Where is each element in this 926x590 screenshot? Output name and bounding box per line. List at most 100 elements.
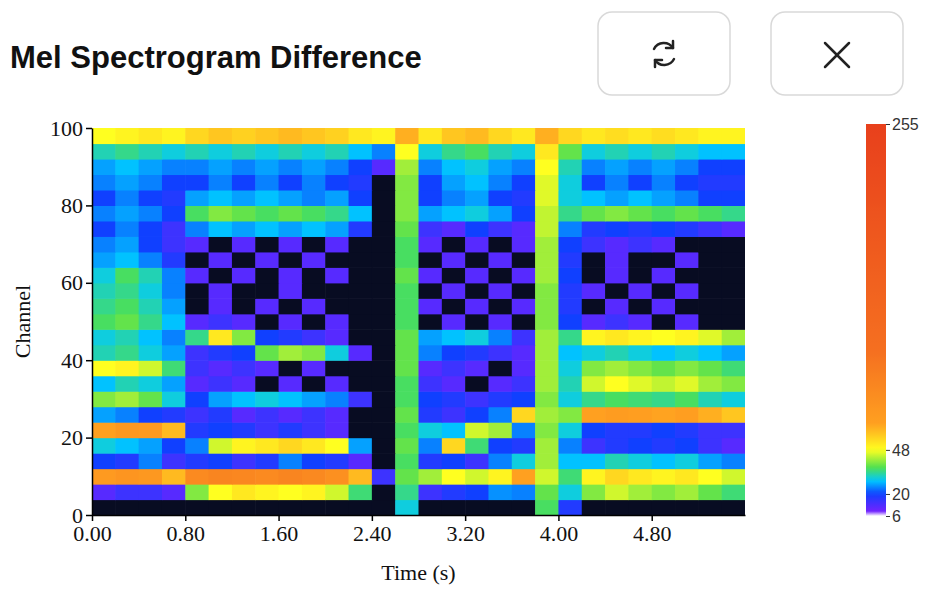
cell <box>488 314 512 330</box>
cell <box>675 500 699 515</box>
cell <box>419 438 443 454</box>
cell <box>512 236 536 252</box>
cell <box>232 143 256 159</box>
cell <box>722 345 745 361</box>
cell <box>185 128 209 144</box>
cell <box>232 205 256 221</box>
cell <box>232 221 256 237</box>
cell <box>395 159 419 175</box>
cell <box>395 143 419 159</box>
cell <box>442 221 466 237</box>
cell <box>698 143 722 159</box>
cell <box>349 236 373 252</box>
cell <box>535 360 559 376</box>
cell <box>442 422 466 438</box>
cell <box>605 376 629 392</box>
cell <box>209 438 233 454</box>
cell <box>395 205 419 221</box>
cell <box>558 221 582 237</box>
cell <box>488 360 512 376</box>
y-tick-mark <box>86 205 92 207</box>
cell <box>349 376 373 392</box>
x-tick: 4.80 <box>633 515 672 546</box>
cell <box>465 314 489 330</box>
cell <box>255 407 279 423</box>
cell <box>92 143 116 159</box>
y-tick-label: 60 <box>61 270 83 295</box>
cell <box>582 391 606 407</box>
refresh-icon[interactable] <box>666 41 673 48</box>
cell <box>535 190 559 206</box>
cell <box>652 314 676 330</box>
cell <box>675 376 699 392</box>
cell <box>722 205 745 221</box>
cell <box>675 329 699 345</box>
cell <box>279 329 303 345</box>
cell <box>92 345 116 361</box>
cell <box>325 484 349 500</box>
close-button[interactable] <box>771 12 903 95</box>
cell <box>512 252 536 268</box>
cell <box>512 314 536 330</box>
refresh-button[interactable] <box>598 12 730 95</box>
cell <box>232 236 256 252</box>
cell <box>395 314 419 330</box>
cell <box>325 143 349 159</box>
cell <box>139 298 163 314</box>
cell <box>558 298 582 314</box>
cell <box>115 314 139 330</box>
refresh-icon[interactable] <box>655 60 662 67</box>
cell <box>512 453 536 469</box>
cell <box>698 174 722 190</box>
cell <box>419 500 443 515</box>
cell <box>582 314 606 330</box>
cell <box>558 422 582 438</box>
cell <box>325 267 349 283</box>
cell <box>255 236 279 252</box>
cell <box>675 128 699 144</box>
cell <box>209 205 233 221</box>
cell <box>698 128 722 144</box>
cell <box>698 484 722 500</box>
cell <box>442 500 466 515</box>
cell <box>605 484 629 500</box>
cell <box>255 360 279 376</box>
colorbar-tick-label: 20 <box>892 486 910 503</box>
colorbar-tick-mark <box>886 124 890 125</box>
cell <box>395 345 419 361</box>
cell <box>255 314 279 330</box>
cell <box>349 438 373 454</box>
cell <box>302 329 326 345</box>
cell <box>628 190 652 206</box>
close-icon[interactable] <box>825 43 849 67</box>
cell <box>162 407 186 423</box>
y-axis-line <box>92 129 94 516</box>
cell <box>465 159 489 175</box>
cell <box>535 143 559 159</box>
cell <box>185 360 209 376</box>
cell <box>628 267 652 283</box>
cell <box>488 174 512 190</box>
cell <box>185 236 209 252</box>
cell <box>372 221 396 237</box>
cell <box>698 453 722 469</box>
cell <box>582 252 606 268</box>
cell <box>419 314 443 330</box>
cell <box>325 190 349 206</box>
button-frame[interactable] <box>771 12 903 95</box>
cell <box>92 360 116 376</box>
y-axis: 020406080100 <box>50 116 93 528</box>
cell <box>698 267 722 283</box>
close-icon[interactable] <box>825 43 849 67</box>
cell <box>722 469 745 485</box>
x-axis-title: Time (s) <box>381 560 455 585</box>
cell <box>442 314 466 330</box>
cell <box>92 329 116 345</box>
cell <box>558 128 582 144</box>
button-frame[interactable] <box>598 12 730 95</box>
cell <box>605 283 629 299</box>
colorbar-tick-label: 255 <box>892 116 919 133</box>
cell <box>465 190 489 206</box>
cell <box>302 438 326 454</box>
cell <box>698 252 722 268</box>
